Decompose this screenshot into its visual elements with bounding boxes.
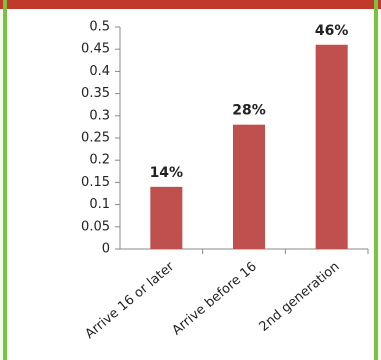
y-tick-label: 0.4 (89, 64, 110, 79)
banner (0, 0, 381, 9)
y-tick-label: 0.25 (81, 131, 110, 146)
bar (315, 44, 348, 250)
y-tick-label: 0.35 (81, 86, 110, 101)
y-tick-label: 0.5 (89, 20, 110, 35)
value-label: 28% (232, 103, 266, 119)
bar (150, 186, 183, 249)
plot-background (7, 9, 374, 360)
bar (233, 124, 265, 249)
y-tick-label: 0.15 (81, 175, 110, 190)
left-border (3, 0, 7, 360)
value-label: 14% (150, 165, 184, 181)
y-tick-label: 0.1 (89, 197, 110, 212)
value-label: 46% (315, 23, 349, 39)
y-tick-label: 0.45 (81, 42, 110, 57)
y-tick-label: 0.2 (89, 153, 110, 168)
y-tick-label: 0.05 (81, 219, 110, 234)
y-tick-label: 0 (102, 242, 110, 257)
y-tick-label: 0.3 (89, 108, 110, 123)
right-border (374, 0, 378, 360)
